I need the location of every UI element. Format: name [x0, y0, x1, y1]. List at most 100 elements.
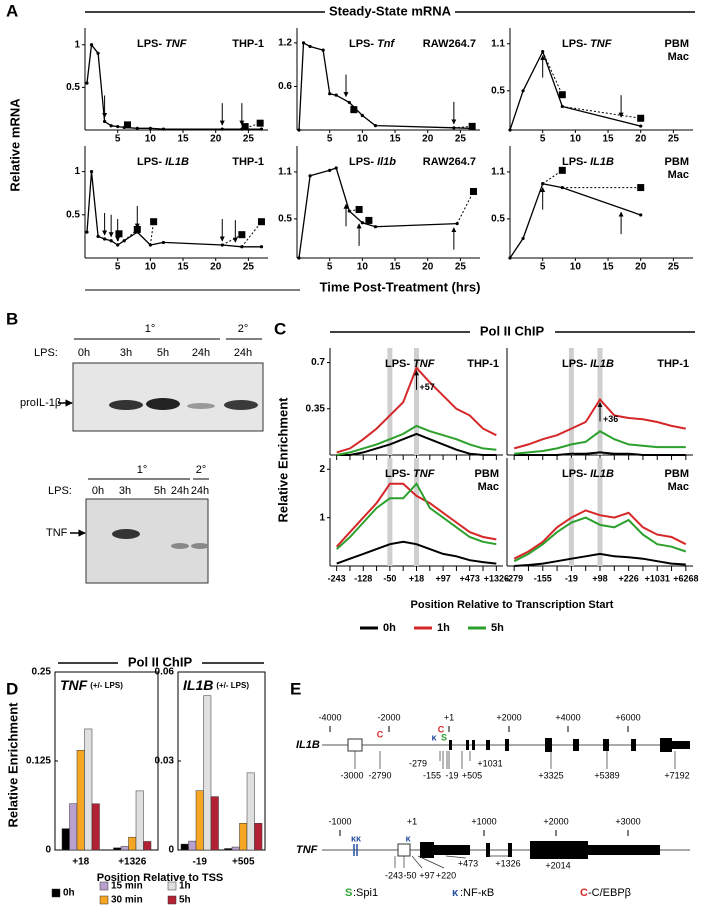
- lane-label: 0h: [78, 347, 90, 359]
- y-tick-label: 0.5: [491, 214, 505, 225]
- bar: [180, 843, 189, 851]
- lane-label: 24h: [234, 347, 252, 359]
- highlight-band: [597, 458, 603, 566]
- cell-label: Mac: [668, 51, 689, 63]
- point: [116, 124, 120, 129]
- square-marker: [241, 123, 249, 131]
- square-marker: [558, 91, 566, 99]
- x-tick-label: 25: [243, 262, 255, 273]
- blot-band: [171, 543, 189, 549]
- series-line: [509, 49, 641, 131]
- promoter-box: [397, 843, 411, 857]
- blot-band: [146, 398, 180, 410]
- cell-label: RAW264.7: [423, 38, 476, 50]
- blot-band: [224, 400, 258, 410]
- chart-label: LPS- IL1B: [137, 156, 189, 168]
- legend-label: 30 min: [111, 895, 143, 906]
- x-tick-label: 15: [177, 134, 189, 145]
- connector: [123, 229, 138, 242]
- series-line: [513, 397, 686, 450]
- connector: [453, 125, 473, 129]
- square-marker: [150, 218, 158, 226]
- group-label: 2°: [238, 323, 249, 335]
- connector: [456, 191, 474, 224]
- bar: [224, 848, 233, 851]
- x-tick-label: 10: [145, 134, 157, 145]
- x-tick-label: +6268: [673, 573, 698, 583]
- site-label: +1326: [495, 858, 520, 868]
- site-label: +97: [419, 870, 434, 880]
- x-tick-label: +505: [232, 857, 255, 868]
- y-tick-label: 1.1: [491, 167, 505, 178]
- x-tick-label: +18: [72, 857, 89, 868]
- x-tick-label: 15: [602, 262, 614, 273]
- panel-letter: D: [6, 679, 18, 698]
- annotation: +57: [420, 382, 435, 392]
- cell-label: Mac: [668, 481, 689, 493]
- x-tick-label: 25: [455, 134, 467, 145]
- point: [308, 174, 312, 178]
- site-label: +473: [458, 858, 478, 868]
- bar: [210, 796, 219, 851]
- gene-name: TNF: [590, 38, 612, 50]
- scale-label: +4000: [555, 712, 580, 722]
- site-label: +220: [436, 870, 456, 880]
- site-label: +505: [462, 770, 482, 780]
- y-tick-label: 0.7: [311, 357, 325, 368]
- x-tick-label: 5: [115, 134, 121, 145]
- cell-label: THP-1: [232, 38, 264, 50]
- point: [321, 48, 325, 52]
- series-line: [336, 424, 497, 456]
- point: [109, 239, 113, 243]
- gene-label: TNF: [296, 844, 318, 856]
- legend-swatch: [167, 881, 177, 891]
- promoter-box: [347, 738, 363, 752]
- x-tick-label: +97: [435, 573, 450, 583]
- bar: [84, 728, 93, 851]
- square-marker: [257, 218, 265, 226]
- point: [109, 124, 113, 128]
- bar: [76, 750, 85, 851]
- connector: [348, 102, 355, 110]
- x-tick-label: +226: [618, 573, 638, 583]
- square-marker: [469, 187, 477, 195]
- legend-symbol: κ: [452, 887, 459, 899]
- x-tick-label: 5: [327, 134, 333, 145]
- chart-label: LPS- Tnf: [349, 38, 396, 50]
- series-line: [513, 509, 687, 560]
- x-tick-label: +98: [592, 573, 607, 583]
- x-tick-label: -243: [328, 573, 346, 583]
- point: [103, 237, 107, 241]
- point: [89, 170, 94, 174]
- square-marker: [133, 225, 141, 233]
- x-tick-label: 25: [243, 134, 255, 145]
- motif: κκ: [351, 833, 362, 843]
- site-label: +3325: [538, 770, 563, 780]
- scale-label: +1000: [471, 816, 496, 826]
- square-marker: [238, 231, 246, 239]
- legend-swatch: [167, 895, 177, 905]
- y-tick-label: 0.5: [278, 214, 292, 225]
- bar: [128, 836, 137, 851]
- square-marker: [115, 230, 123, 238]
- blot-band: [109, 400, 143, 410]
- cell-label: PBM: [665, 38, 689, 50]
- bar: [69, 803, 78, 851]
- group-label: 2°: [196, 464, 207, 476]
- point: [85, 81, 89, 85]
- point: [301, 41, 306, 45]
- gene-name: TNF: [60, 677, 88, 693]
- cell-label: PBM: [665, 468, 689, 480]
- highlight-band: [414, 348, 419, 455]
- row-label: LPS:: [48, 485, 72, 497]
- legend-label: 0h: [383, 622, 396, 634]
- scale-ticks: [339, 830, 629, 836]
- chart-label: LPS- IL1B: [562, 358, 614, 370]
- x-axis-label: Position Relative to Transcription Start: [411, 599, 614, 611]
- panel-e: E -4000 -2000 +1 +2000 +4000 +6000 IL1B …: [290, 679, 690, 899]
- point: [161, 240, 166, 245]
- gene-name: IL1B: [590, 156, 614, 168]
- y-tick-label: 0.125: [26, 756, 51, 767]
- label-prefix: LPS-: [385, 358, 410, 370]
- point: [334, 166, 338, 170]
